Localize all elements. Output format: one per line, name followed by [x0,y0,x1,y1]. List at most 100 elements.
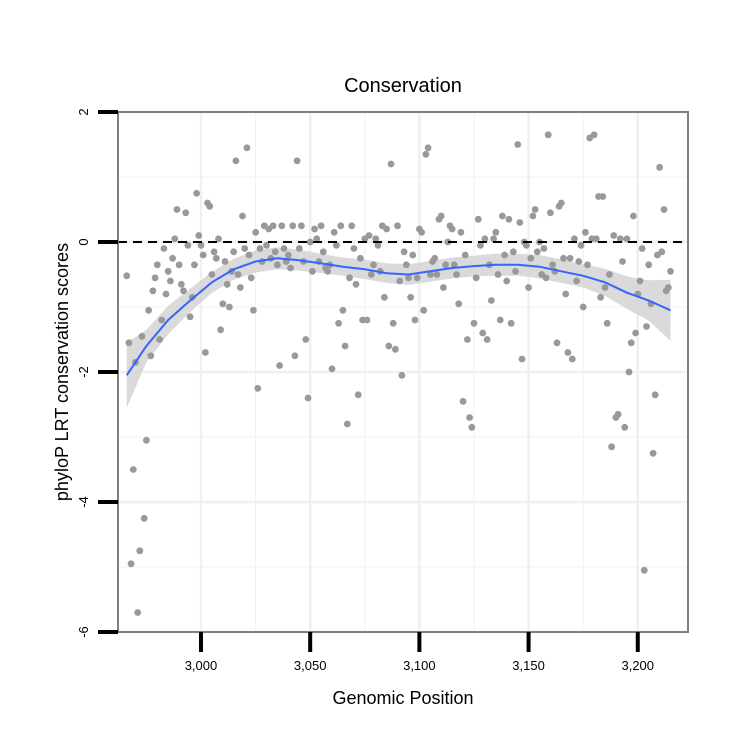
data-point [381,293,388,301]
data-point [621,423,629,431]
data-point [549,261,556,269]
data-point [202,349,209,356]
data-point [400,248,408,256]
data-point [564,349,572,356]
data-point [145,306,153,314]
data-point [167,277,174,285]
data-point [175,261,183,269]
data-point [256,245,264,252]
data-point [123,272,131,280]
data-point [411,316,419,324]
data-point [531,206,539,213]
data-point [236,284,244,291]
data-point [627,339,635,347]
data-point [645,261,653,269]
y-axis-label: phyloP LRT conservation scores [52,243,72,501]
data-point [651,391,659,399]
data-point [337,222,345,230]
data-point [584,261,591,269]
data-point [278,222,286,230]
data-point [304,394,312,402]
data-point [319,248,327,256]
data-point [276,362,283,369]
data-point [180,287,187,295]
data-point [582,228,589,236]
data-point [153,261,161,269]
data-point [311,225,318,233]
x-tick-label: 3,000 [185,658,218,673]
data-point [289,222,297,230]
data-point [420,306,428,314]
data-point [509,248,517,256]
data-point [140,514,148,522]
data-point [599,193,607,200]
data-point [136,547,144,555]
data-point [577,241,585,249]
data-point [464,336,471,343]
data-point [284,251,292,259]
data-point [490,235,497,243]
data-point [575,258,583,265]
data-point [156,336,163,343]
data-point [643,323,650,330]
data-point [496,316,504,324]
data-point [147,352,155,360]
data-point [568,355,576,363]
data-point [664,284,672,291]
data-point [287,264,294,272]
data-point [335,319,342,327]
y-tick-label: 0 [76,238,91,245]
data-point [542,274,550,282]
data-point [483,336,491,343]
data-point [385,342,393,350]
data-point [160,245,168,252]
data-point [143,436,150,444]
data-point [557,199,565,207]
data-point [191,261,198,269]
data-point [440,284,447,291]
data-point [405,274,412,282]
data-point [280,245,288,252]
data-point [151,274,159,282]
data-point [328,365,336,373]
smooth-trend-line [125,257,671,376]
data-point [461,251,469,259]
data-point [566,254,574,262]
data-point [623,235,631,243]
data-point [184,241,192,249]
data-point [505,215,513,223]
data-point [313,235,321,243]
data-point [660,206,668,213]
data-point [330,228,338,236]
data-point [252,228,259,236]
data-point [243,144,251,152]
data-point [374,241,382,249]
data-point [129,466,137,473]
data-point [274,261,281,269]
data-point [636,277,644,285]
data-point [413,274,421,282]
data-point [547,209,554,217]
data-point [367,271,375,278]
x-tick-label: 3,200 [621,658,654,673]
data-point [392,345,399,353]
data-point [614,410,622,418]
data-point [603,319,611,327]
data-point [195,232,203,239]
data-point [306,238,314,246]
data-point [396,277,404,285]
data-point [507,319,515,327]
data-point [407,293,414,301]
data-point [217,326,225,334]
data-point [444,238,452,246]
data-point [352,280,360,288]
data-point [640,566,648,574]
data-point [234,271,242,278]
data-points [123,131,674,616]
data-point [433,271,441,278]
data-point [472,274,480,282]
data-point [333,241,340,249]
data-point [263,241,270,249]
data-point [134,609,142,616]
data-point [271,248,279,256]
